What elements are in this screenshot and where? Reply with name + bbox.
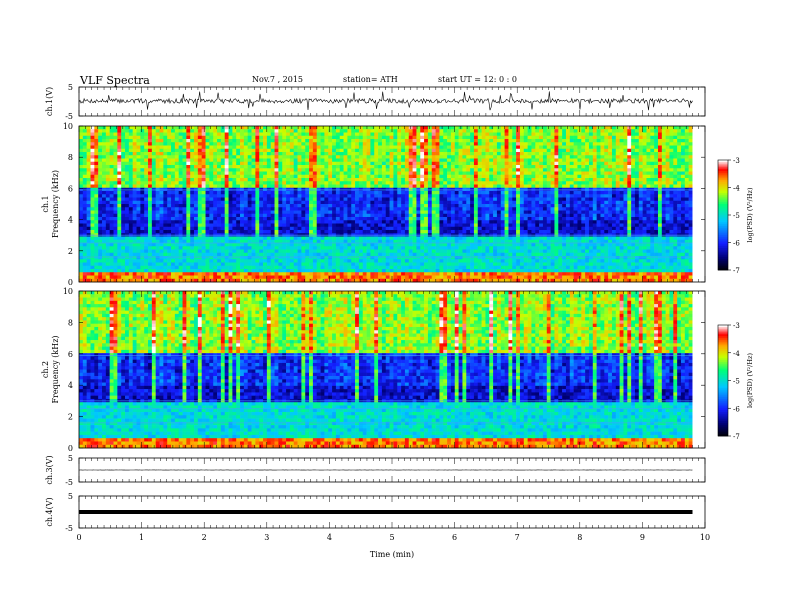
colorbar-label: log(PSD) (V²/Hz) — [746, 187, 754, 242]
y-tick-label: 6 — [68, 350, 73, 359]
ch2-spectrogram — [79, 291, 705, 449]
x-tick-label: 10 — [700, 533, 710, 542]
y-axis-label: ch.1 — [41, 195, 50, 212]
y-tick-label: 4 — [68, 381, 73, 390]
date-label: Nov.7 , 2015 — [252, 75, 303, 84]
y-axis-unit-label: Frequency (kHz) — [51, 170, 60, 238]
y-axis-unit-label: Frequency (kHz) — [51, 335, 60, 403]
y-tick-label: 10 — [63, 122, 73, 131]
x-axis-label: Time (min) — [370, 550, 414, 559]
y-axis-label: ch.1(V) — [45, 87, 54, 116]
x-tick-label: 9 — [640, 533, 645, 542]
x-tick-label: 8 — [577, 533, 582, 542]
y-tick-label: 4 — [68, 216, 73, 225]
colorbar-tick-label: -6 — [733, 405, 740, 413]
colorbar-tick-label: -3 — [733, 322, 740, 330]
y-tick-label: 5 — [68, 492, 73, 501]
y-axis-label: ch.2 — [41, 361, 50, 378]
colorbar-tick-label: -3 — [733, 157, 740, 165]
colorbar-tick-label: -6 — [733, 240, 740, 248]
colorbar-tick-label: -5 — [733, 378, 740, 386]
y-axis-label: ch.3(V) — [45, 455, 54, 484]
colorbar-tick-label: -4 — [733, 185, 740, 193]
x-tick-label: 1 — [139, 533, 144, 542]
y-tick-label: 5 — [68, 83, 73, 92]
colorbar-label: log(PSD) (V²/Hz) — [746, 353, 754, 408]
x-tick-label: 5 — [389, 533, 394, 542]
y-tick-label: 10 — [63, 287, 73, 296]
colorbar-tick-label: -4 — [733, 350, 740, 358]
colorbar-tick-label: -7 — [733, 433, 740, 441]
y-tick-label: 0 — [68, 444, 73, 453]
figure-title: VLF Spectra — [79, 74, 150, 87]
time-series-lines — [78, 91, 693, 514]
y-tick-label: 8 — [68, 153, 73, 162]
x-tick-label: 7 — [515, 533, 520, 542]
x-tick-label: 0 — [76, 533, 81, 542]
colorbars: -3 -4 -5 -6 -7 log(PSD) (V²/Hz) -3 -4 -5 -6 -7 log(… — [717, 157, 754, 441]
station-label: station= ATH — [343, 75, 398, 84]
x-tick-label: 3 — [264, 533, 269, 542]
y-tick-label: 2 — [68, 413, 73, 422]
y-axis-label: ch.4(V) — [45, 497, 54, 526]
y-tick-label: 6 — [68, 184, 73, 193]
y-tick-label: 5 — [68, 454, 73, 463]
x-tick-label: 2 — [202, 533, 207, 542]
y-tick-label: 0 — [68, 278, 73, 287]
y-tick-label: -5 — [65, 478, 73, 487]
y-tick-label: 2 — [68, 247, 73, 256]
series-line-0 — [78, 91, 693, 111]
x-tick-label: 6 — [452, 533, 457, 542]
colorbar-tick-label: -5 — [733, 212, 740, 220]
y-tick-label: -5 — [65, 524, 73, 533]
ch1-spectrogram — [79, 126, 705, 283]
y-tick-label: 8 — [68, 318, 73, 327]
start-time-label: start UT = 12: 0 : 0 — [438, 75, 517, 84]
y-tick-label: -5 — [65, 112, 73, 121]
colorbar-tick-label: -7 — [733, 267, 740, 275]
x-tick-label: 4 — [327, 533, 332, 542]
